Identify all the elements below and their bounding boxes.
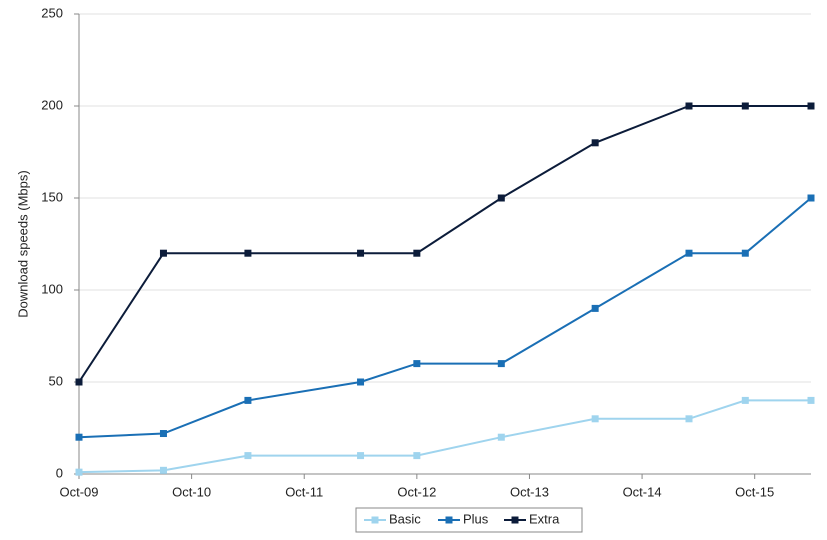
y-tick-label: 50 (49, 373, 63, 388)
marker (413, 249, 421, 257)
legend-label: Extra (529, 511, 560, 526)
x-tick-label: Oct-14 (623, 484, 662, 499)
marker (685, 102, 693, 110)
marker (244, 452, 252, 460)
marker (75, 468, 83, 476)
marker (159, 249, 167, 257)
marker (591, 139, 599, 147)
x-tick-label: Oct-15 (735, 484, 774, 499)
series-line (78, 399, 811, 474)
marker (357, 249, 365, 257)
marker (75, 433, 83, 441)
marker (591, 304, 599, 312)
y-tick-label: 0 (56, 465, 63, 480)
legend-marker (511, 516, 519, 524)
marker (244, 249, 252, 257)
x-tick-label: Oct-11 (285, 484, 323, 499)
marker (357, 378, 365, 386)
series-line (78, 105, 811, 383)
series-line (78, 197, 812, 439)
legend-marker (445, 516, 453, 524)
legend-label: Basic (389, 511, 421, 526)
marker (741, 249, 749, 257)
marker (159, 466, 167, 474)
legend-label: Plus (463, 511, 489, 526)
y-axis-label: Download speeds (Mbps) (15, 170, 30, 317)
marker (741, 396, 749, 404)
marker (807, 102, 815, 110)
legend-marker (371, 516, 379, 524)
y-tick-label: 150 (41, 189, 63, 204)
marker (357, 452, 365, 460)
marker (413, 360, 421, 368)
x-tick-label: Oct-10 (172, 484, 211, 499)
marker (75, 378, 83, 386)
marker (807, 194, 815, 202)
y-tick-label: 250 (41, 5, 63, 20)
marker (497, 194, 505, 202)
marker (413, 452, 421, 460)
marker (497, 360, 505, 368)
x-tick-label: Oct-09 (59, 484, 98, 499)
y-tick-label: 100 (41, 281, 63, 296)
marker (159, 430, 167, 438)
x-tick-label: Oct-13 (510, 484, 549, 499)
marker (741, 102, 749, 110)
marker (591, 415, 599, 423)
legend-box (355, 507, 583, 533)
marker (685, 249, 693, 257)
marker (807, 396, 815, 404)
marker (497, 433, 505, 441)
marker (685, 415, 693, 423)
x-tick-label: Oct-12 (397, 484, 436, 499)
y-tick-label: 200 (41, 97, 63, 112)
marker (244, 396, 252, 404)
